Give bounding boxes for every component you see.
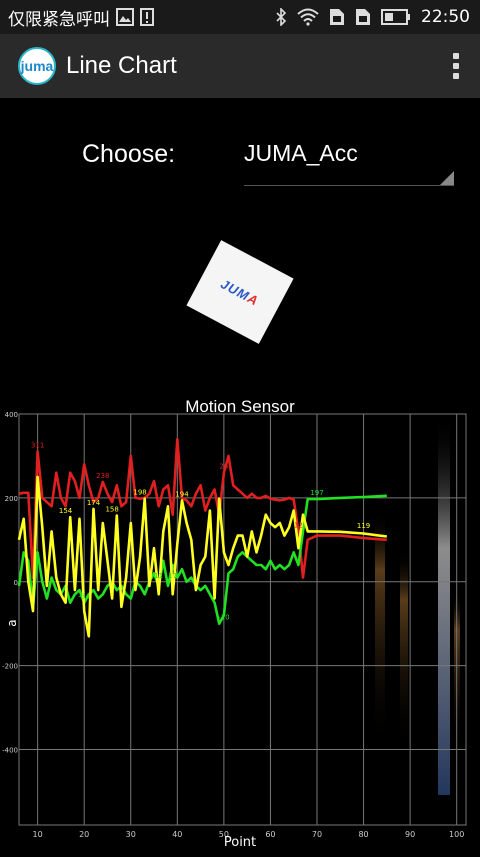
series-line-2: [17, 475, 387, 638]
data-label: 11: [154, 572, 163, 580]
data-label: 119: [357, 522, 370, 530]
x-tick-label: 90: [405, 830, 415, 839]
data-label: 158: [105, 505, 118, 513]
x-tick-label: 70: [312, 830, 322, 839]
x-tick-label: 80: [358, 830, 368, 839]
wifi-icon: [297, 8, 319, 26]
bluetooth-icon: [276, 8, 287, 26]
status-bar: 仅限紧急呼叫: [0, 0, 480, 34]
page-title: Line Chart: [66, 52, 177, 79]
sim-card-2-icon: [356, 9, 370, 25]
sensor-dropdown[interactable]: JUMA_Acc: [244, 140, 454, 186]
notification-icon: [140, 8, 154, 26]
x-tick-label: 10: [33, 830, 43, 839]
chart-series: [17, 437, 387, 638]
app-icon[interactable]: juma: [18, 47, 56, 85]
x-tick-label: 20: [79, 830, 89, 839]
data-label: 154: [59, 507, 73, 515]
chart-data-labels: 311 238 26 12 -34 11 17 -10 197 154 174 158 198 194 11…: [31, 441, 370, 621]
x-tick-label: 100: [449, 830, 464, 839]
motion-sensor-chart[interactable]: 10 20 30 40 50 60 70 80 90 100 -400 -200 0 200 400 311…: [0, 390, 480, 853]
series-line-0: [18, 437, 387, 579]
overflow-menu-icon[interactable]: [446, 46, 466, 86]
x-tick-label: 40: [172, 830, 182, 839]
clock: 22:50: [421, 7, 470, 27]
data-label: 17: [168, 572, 177, 580]
data-label: 12: [294, 521, 303, 529]
dropdown-arrow-icon: [440, 171, 454, 185]
sim-card-1-icon: [330, 9, 344, 25]
data-label: 26: [219, 463, 228, 471]
data-label: -34: [78, 593, 90, 601]
choose-label: Choose:: [82, 140, 176, 168]
data-label: 311: [31, 441, 44, 449]
data-label: 238: [96, 472, 109, 480]
app-icon-text: juma: [20, 58, 54, 74]
y-axis-label: a: [5, 619, 19, 626]
background-glow: [375, 415, 460, 795]
x-tick-label: 60: [265, 830, 275, 839]
data-label: 174: [87, 499, 101, 507]
y-tick-label: -200: [2, 663, 18, 671]
x-tick-label: 50: [219, 830, 229, 839]
image-icon: [116, 8, 134, 26]
sensor-dropdown-value: JUMA_Acc: [244, 140, 358, 166]
y-tick-label: -400: [2, 747, 18, 755]
y-tick-label: 0: [14, 579, 18, 587]
juma-logo: JUMA: [218, 276, 261, 308]
series-line-1: [17, 494, 387, 625]
orientation-cube: JUMA: [186, 240, 294, 344]
data-label: 198: [133, 489, 146, 497]
action-bar: juma Line Chart: [0, 34, 480, 98]
data-label: 197: [310, 489, 323, 497]
x-axis-label: Point: [224, 835, 256, 850]
carrier-text: 仅限紧急呼叫: [8, 9, 110, 30]
x-tick-label: 30: [126, 830, 136, 839]
y-tick-label: 400: [5, 411, 18, 419]
y-tick-label: 200: [5, 495, 18, 503]
data-label: -10: [218, 614, 229, 622]
chart-canvas[interactable]: 10 20 30 40 50 60 70 80 90 100 -400 -200 0 200 400 311…: [0, 390, 480, 853]
data-label: 194: [175, 490, 189, 498]
chart-title: Motion Sensor: [185, 397, 295, 416]
battery-icon: [381, 9, 410, 25]
